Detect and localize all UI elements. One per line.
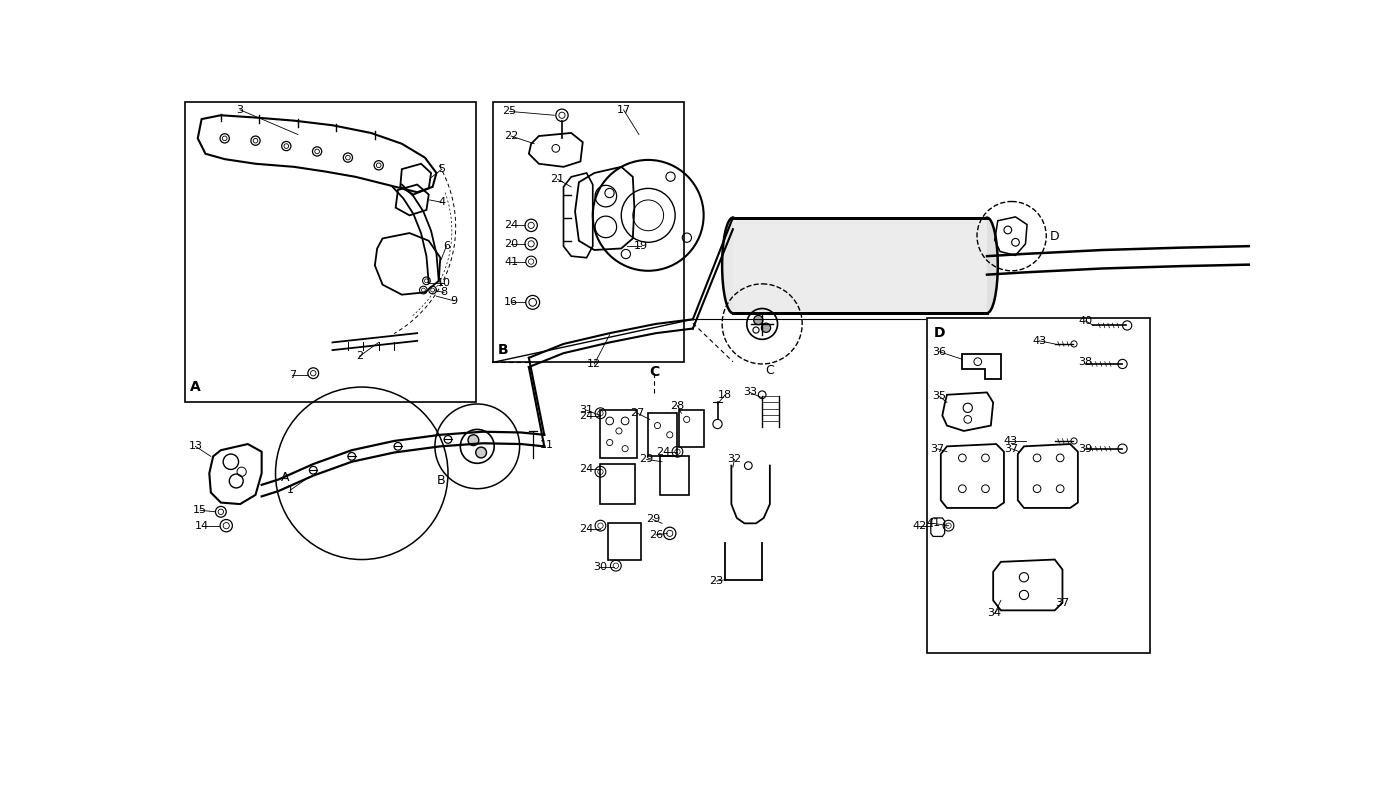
Text: 12: 12 xyxy=(587,359,602,369)
Text: 24: 24 xyxy=(504,220,518,230)
Text: 18: 18 xyxy=(718,390,732,400)
Text: 2: 2 xyxy=(356,351,363,362)
Text: 35: 35 xyxy=(932,391,946,402)
Bar xyxy=(679,410,704,447)
Bar xyxy=(648,414,678,455)
Text: 13: 13 xyxy=(189,442,203,451)
Text: 30: 30 xyxy=(594,562,608,572)
Text: 36: 36 xyxy=(932,346,946,357)
Bar xyxy=(185,102,476,402)
Text: 9: 9 xyxy=(451,296,458,306)
Text: 42: 42 xyxy=(913,521,927,530)
Text: 22: 22 xyxy=(504,131,518,141)
Ellipse shape xyxy=(722,218,743,313)
Text: 38: 38 xyxy=(1078,357,1092,366)
Text: 16: 16 xyxy=(504,298,518,307)
Text: 10: 10 xyxy=(437,278,451,288)
Text: A: A xyxy=(190,380,200,394)
Text: 37: 37 xyxy=(1005,444,1019,454)
Text: 43: 43 xyxy=(1032,336,1046,346)
Bar xyxy=(659,456,689,495)
Text: 4: 4 xyxy=(438,198,445,207)
Bar xyxy=(927,318,1151,653)
Text: 41: 41 xyxy=(925,518,941,528)
Text: 21: 21 xyxy=(550,174,564,184)
Text: 11: 11 xyxy=(539,440,553,450)
Text: D: D xyxy=(934,326,945,340)
Bar xyxy=(601,464,636,504)
Text: 24: 24 xyxy=(580,524,594,534)
Bar xyxy=(601,410,637,458)
Text: 8: 8 xyxy=(441,287,448,298)
Bar xyxy=(493,102,683,362)
Text: 23: 23 xyxy=(708,576,722,586)
Text: 20: 20 xyxy=(504,239,518,249)
Text: 17: 17 xyxy=(616,105,630,115)
Ellipse shape xyxy=(976,218,998,313)
Circle shape xyxy=(762,323,770,332)
Text: 40: 40 xyxy=(1078,316,1092,326)
Text: 15: 15 xyxy=(193,506,207,515)
Text: 39: 39 xyxy=(1078,444,1092,454)
Text: 31: 31 xyxy=(580,405,594,415)
Text: A: A xyxy=(280,470,288,484)
Text: 37: 37 xyxy=(1056,598,1070,608)
Text: 43: 43 xyxy=(1002,436,1018,446)
Text: 41: 41 xyxy=(504,257,518,266)
Text: 29: 29 xyxy=(640,454,654,465)
Text: C: C xyxy=(650,365,659,378)
Bar xyxy=(734,218,987,313)
Text: 25: 25 xyxy=(503,106,517,116)
Text: 7: 7 xyxy=(288,370,295,380)
Text: 5: 5 xyxy=(438,164,445,174)
Circle shape xyxy=(468,434,479,446)
Text: 3: 3 xyxy=(237,105,244,115)
Text: 14: 14 xyxy=(195,521,209,530)
Text: C: C xyxy=(766,364,774,377)
Text: 28: 28 xyxy=(671,401,685,410)
Text: 24: 24 xyxy=(657,446,671,457)
Text: 6: 6 xyxy=(442,241,449,251)
Text: B: B xyxy=(437,474,445,487)
Text: 19: 19 xyxy=(633,241,648,251)
Text: 24: 24 xyxy=(580,465,594,474)
Circle shape xyxy=(753,315,763,325)
Bar xyxy=(608,523,641,560)
Text: D: D xyxy=(1050,230,1060,242)
Text: 34: 34 xyxy=(987,609,1002,618)
Text: 26: 26 xyxy=(648,530,664,540)
Text: 1: 1 xyxy=(287,486,294,495)
Text: 27: 27 xyxy=(630,408,644,418)
Circle shape xyxy=(476,447,487,458)
Text: B: B xyxy=(498,343,508,357)
Text: 24: 24 xyxy=(580,410,594,421)
Text: 33: 33 xyxy=(743,387,757,398)
Text: 29: 29 xyxy=(645,514,659,525)
Text: 37: 37 xyxy=(930,444,944,454)
Text: 32: 32 xyxy=(728,454,742,465)
